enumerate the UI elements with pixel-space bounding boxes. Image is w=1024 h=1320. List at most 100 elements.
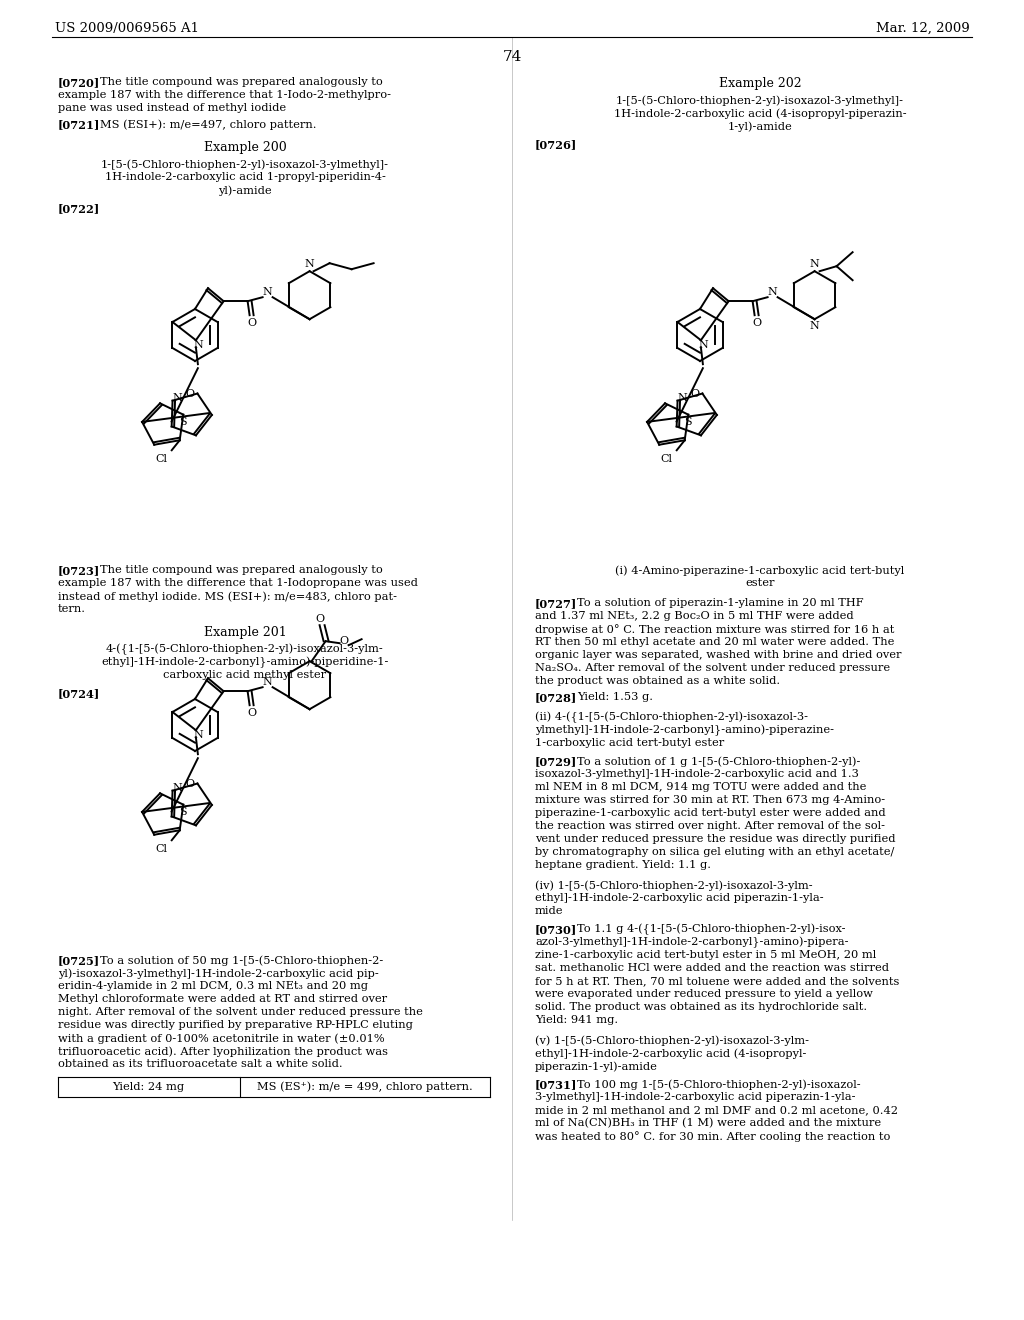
Text: To 100 mg 1-[5-(5-Chloro-thiophen-2-yl)-isoxazol-: To 100 mg 1-[5-(5-Chloro-thiophen-2-yl)-…	[577, 1078, 860, 1089]
Text: azol-3-ylmethyl]-1H-indole-2-carbonyl}-amino)-pipera-: azol-3-ylmethyl]-1H-indole-2-carbonyl}-a…	[535, 937, 849, 948]
Text: Example 200: Example 200	[204, 141, 287, 154]
Text: N: N	[768, 288, 777, 297]
Text: yl)-isoxazol-3-ylmethyl]-1H-indole-2-carboxylic acid pip-: yl)-isoxazol-3-ylmethyl]-1H-indole-2-car…	[58, 968, 379, 978]
Text: (ii) 4-({1-[5-(5-Chloro-thiophen-2-yl)-isoxazol-3-: (ii) 4-({1-[5-(5-Chloro-thiophen-2-yl)-i…	[535, 711, 808, 723]
Text: Example 201: Example 201	[204, 626, 287, 639]
Text: N: N	[698, 341, 708, 350]
Text: and 1.37 ml NEt₃, 2.2 g Boc₂O in 5 ml THF were added: and 1.37 ml NEt₃, 2.2 g Boc₂O in 5 ml TH…	[535, 611, 854, 620]
Text: To 1.1 g 4-({1-[5-(5-Chloro-thiophen-2-yl)-isox-: To 1.1 g 4-({1-[5-(5-Chloro-thiophen-2-y…	[577, 924, 846, 936]
Text: O: O	[315, 614, 325, 624]
Text: with a gradient of 0-100% acetonitrile in water (±0.01%: with a gradient of 0-100% acetonitrile i…	[58, 1034, 385, 1044]
Text: were evaporated under reduced pressure to yield a yellow: were evaporated under reduced pressure t…	[535, 989, 872, 999]
Text: The title compound was prepared analogously to: The title compound was prepared analogou…	[100, 77, 383, 87]
Text: To a solution of piperazin-1-ylamine in 20 ml THF: To a solution of piperazin-1-ylamine in …	[577, 598, 863, 609]
Text: O: O	[247, 318, 256, 329]
Text: MS (ESI+): m/e=497, chloro pattern.: MS (ESI+): m/e=497, chloro pattern.	[100, 119, 316, 129]
Text: ethyl]-1H-indole-2-carboxylic acid piperazin-1-yla-: ethyl]-1H-indole-2-carboxylic acid piper…	[535, 894, 823, 903]
Text: mixture was stirred for 30 min at RT. Then 673 mg 4-Amino-: mixture was stirred for 30 min at RT. Th…	[535, 795, 885, 805]
Text: Cl: Cl	[660, 454, 673, 465]
Text: Cl: Cl	[156, 845, 168, 854]
Text: MS (ES⁺): m/e = 499, chloro pattern.: MS (ES⁺): m/e = 499, chloro pattern.	[257, 1081, 473, 1092]
Text: ml NEM in 8 ml DCM, 914 mg TOTU were added and the: ml NEM in 8 ml DCM, 914 mg TOTU were add…	[535, 781, 866, 792]
Text: 74: 74	[503, 50, 521, 63]
Text: O: O	[247, 709, 256, 718]
Text: 4-({1-[5-(5-Chloro-thiophen-2-yl)-isoxazol-3-ylm-: 4-({1-[5-(5-Chloro-thiophen-2-yl)-isoxaz…	[106, 644, 384, 655]
Text: 1H-indole-2-carboxylic acid (4-isopropyl-piperazin-: 1H-indole-2-carboxylic acid (4-isopropyl…	[613, 108, 906, 119]
Text: [0721]: [0721]	[58, 119, 100, 129]
Text: carboxylic acid methyl ester: carboxylic acid methyl ester	[164, 671, 327, 680]
Text: S: S	[179, 807, 187, 817]
Text: Yield: 1.53 g.: Yield: 1.53 g.	[577, 692, 653, 702]
Text: 1-yl)-amide: 1-yl)-amide	[728, 121, 793, 132]
Text: piperazin-1-yl)-amide: piperazin-1-yl)-amide	[535, 1061, 657, 1072]
Text: ylmethyl]-1H-indole-2-carbonyl}-amino)-piperazine-: ylmethyl]-1H-indole-2-carbonyl}-amino)-p…	[535, 725, 834, 737]
Text: [0727]: [0727]	[535, 598, 578, 609]
Text: dropwise at 0° C. The reaction mixture was stirred for 16 h at: dropwise at 0° C. The reaction mixture w…	[535, 624, 894, 635]
Text: To a solution of 50 mg 1-[5-(5-Chloro-thiophen-2-: To a solution of 50 mg 1-[5-(5-Chloro-th…	[100, 954, 383, 965]
Text: [0731]: [0731]	[535, 1078, 578, 1090]
Text: The title compound was prepared analogously to: The title compound was prepared analogou…	[100, 565, 383, 576]
Text: N: N	[678, 392, 687, 403]
Text: 3-ylmethyl]-1H-indole-2-carboxylic acid piperazin-1-yla-: 3-ylmethyl]-1H-indole-2-carboxylic acid …	[535, 1092, 855, 1102]
Text: solid. The product was obtained as its hydrochloride salt.: solid. The product was obtained as its h…	[535, 1002, 867, 1012]
Text: Example 202: Example 202	[719, 77, 802, 90]
Text: organic layer was separated, washed with brine and dried over: organic layer was separated, washed with…	[535, 649, 901, 660]
Text: mide: mide	[535, 906, 563, 916]
Text: example 187 with the difference that 1-Iodo-2-methylpro-: example 187 with the difference that 1-I…	[58, 90, 391, 100]
Text: N: N	[263, 288, 272, 297]
Text: US 2009/0069565 A1: US 2009/0069565 A1	[55, 22, 199, 36]
Text: [0720]: [0720]	[58, 77, 100, 88]
Text: [0724]: [0724]	[58, 688, 100, 700]
Text: O: O	[185, 388, 195, 399]
Text: zine-1-carboxylic acid tert-butyl ester in 5 ml MeOH, 20 ml: zine-1-carboxylic acid tert-butyl ester …	[535, 950, 877, 960]
Text: To a solution of 1 g 1-[5-(5-Chloro-thiophen-2-yl)-: To a solution of 1 g 1-[5-(5-Chloro-thio…	[577, 756, 860, 767]
Text: by chromatography on silica gel eluting with an ethyl acetate/: by chromatography on silica gel eluting …	[535, 847, 894, 857]
Text: RT then 50 ml ethyl acetate and 20 ml water were added. The: RT then 50 ml ethyl acetate and 20 ml wa…	[535, 638, 894, 647]
Text: [0725]: [0725]	[58, 954, 100, 966]
Text: (v) 1-[5-(5-Chloro-thiophen-2-yl)-isoxazol-3-ylm-: (v) 1-[5-(5-Chloro-thiophen-2-yl)-isoxaz…	[535, 1035, 809, 1045]
Text: ester: ester	[745, 578, 775, 587]
Text: trifluoroacetic acid). After lyophilization the product was: trifluoroacetic acid). After lyophilizat…	[58, 1045, 388, 1056]
Text: N: N	[193, 730, 203, 741]
Text: N: N	[810, 259, 819, 269]
Text: the product was obtained as a white solid.: the product was obtained as a white soli…	[535, 676, 780, 686]
Text: isoxazol-3-ylmethyl]-1H-indole-2-carboxylic acid and 1.3: isoxazol-3-ylmethyl]-1H-indole-2-carboxy…	[535, 770, 859, 779]
Text: N: N	[305, 259, 314, 269]
Text: example 187 with the difference that 1-Iodopropane was used: example 187 with the difference that 1-I…	[58, 578, 418, 587]
Text: residue was directly purified by preparative RP-HPLC eluting: residue was directly purified by prepara…	[58, 1020, 413, 1030]
Text: [0729]: [0729]	[535, 756, 578, 767]
Text: O: O	[339, 636, 348, 647]
Text: night. After removal of the solvent under reduced pressure the: night. After removal of the solvent unde…	[58, 1007, 423, 1016]
Text: [0726]: [0726]	[535, 139, 578, 150]
Text: O: O	[752, 318, 761, 329]
Text: ml of Na(CN)BH₃ in THF (1 M) were added and the mixture: ml of Na(CN)BH₃ in THF (1 M) were added …	[535, 1118, 881, 1129]
Text: tern.: tern.	[58, 605, 86, 614]
Text: Yield: 941 mg.: Yield: 941 mg.	[535, 1015, 618, 1026]
Text: instead of methyl iodide. MS (ESI+): m/e=483, chloro pat-: instead of methyl iodide. MS (ESI+): m/e…	[58, 591, 397, 602]
Text: [0723]: [0723]	[58, 565, 100, 576]
Text: yl)-amide: yl)-amide	[218, 185, 271, 195]
Text: obtained as its trifluoroacetate salt a white solid.: obtained as its trifluoroacetate salt a …	[58, 1059, 343, 1069]
Text: N: N	[193, 341, 203, 350]
Text: heptane gradient. Yield: 1.1 g.: heptane gradient. Yield: 1.1 g.	[535, 861, 711, 870]
Text: [0728]: [0728]	[535, 692, 578, 704]
Text: S: S	[179, 417, 187, 426]
Text: mide in 2 ml methanol and 2 ml DMF and 0.2 ml acetone, 0.42: mide in 2 ml methanol and 2 ml DMF and 0…	[535, 1105, 898, 1115]
Text: [0722]: [0722]	[58, 203, 100, 214]
Text: (iv) 1-[5-(5-Chloro-thiophen-2-yl)-isoxazol-3-ylm-: (iv) 1-[5-(5-Chloro-thiophen-2-yl)-isoxa…	[535, 880, 813, 891]
Text: O: O	[691, 388, 700, 399]
Text: 1-carboxylic acid tert-butyl ester: 1-carboxylic acid tert-butyl ester	[535, 738, 724, 748]
Text: vent under reduced pressure the residue was directly purified: vent under reduced pressure the residue …	[535, 834, 896, 843]
Text: pane was used instead of methyl iodide: pane was used instead of methyl iodide	[58, 103, 286, 114]
Text: Methyl chloroformate were added at RT and stirred over: Methyl chloroformate were added at RT an…	[58, 994, 387, 1005]
Text: S: S	[684, 417, 692, 426]
Text: Mar. 12, 2009: Mar. 12, 2009	[877, 22, 970, 36]
Text: O: O	[185, 779, 195, 788]
Text: 1-[5-(5-Chloro-thiophen-2-yl)-isoxazol-3-ylmethyl]-: 1-[5-(5-Chloro-thiophen-2-yl)-isoxazol-3…	[616, 95, 904, 106]
Text: N: N	[173, 392, 182, 403]
Text: N: N	[810, 321, 819, 331]
Text: (i) 4-Amino-piperazine-1-carboxylic acid tert-butyl: (i) 4-Amino-piperazine-1-carboxylic acid…	[615, 565, 904, 576]
Text: N: N	[173, 783, 182, 792]
Text: the reaction was stirred over night. After removal of the sol-: the reaction was stirred over night. Aft…	[535, 821, 885, 832]
Text: 1-[5-(5-Chloro-thiophen-2-yl)-isoxazol-3-ylmethyl]-: 1-[5-(5-Chloro-thiophen-2-yl)-isoxazol-3…	[101, 158, 389, 169]
